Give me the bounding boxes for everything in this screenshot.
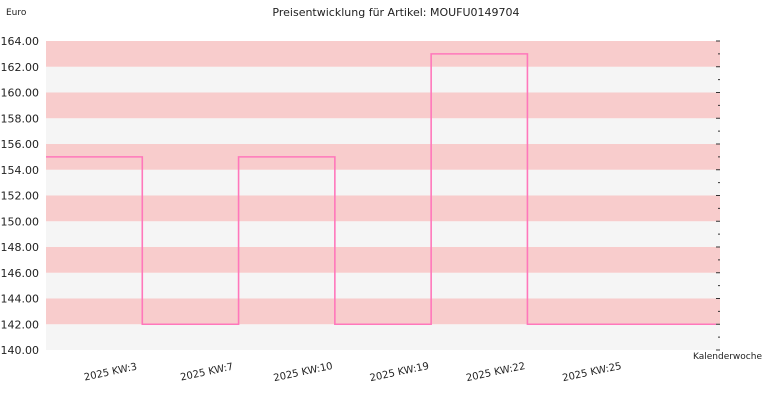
- y-tick-label: 164.00: [1, 35, 40, 48]
- grid-band: [46, 144, 720, 170]
- y-tick-label: 146.00: [1, 267, 40, 280]
- y-tick-label: 142.00: [1, 318, 40, 331]
- grid-band: [46, 169, 720, 196]
- y-tick-label: 152.00: [1, 190, 40, 203]
- grid-band: [46, 195, 720, 222]
- x-tick-label: 2025 KW:22: [465, 361, 526, 384]
- y-tick-label: 154.00: [1, 164, 40, 177]
- x-tick-label: 2025 KW:25: [561, 361, 622, 384]
- x-axis-tick-labels: 2025 KW:3 2025 KW:7 2025 KW:10 2025 KW:19 20…: [83, 361, 623, 384]
- x-tick-label: 2025 KW:3: [83, 362, 138, 384]
- series-step-line: [46, 53, 716, 326]
- x-tick-label: 2025 KW:7: [179, 362, 234, 384]
- series-layer: [46, 53, 716, 326]
- grid-band: [46, 272, 720, 299]
- y-tick-label: 156.00: [1, 138, 40, 151]
- grid-band: [46, 324, 720, 350]
- y-tick-label: 144.00: [1, 293, 40, 306]
- x-axis-title: Kalenderwoche: [693, 352, 762, 362]
- y-tick-label: 158.00: [1, 112, 40, 125]
- y-axis-title: Euro: [6, 8, 27, 18]
- y-axis-tick-labels: 140.00 142.00 144.00 146.00 148.00 150.00 152.…: [1, 35, 40, 357]
- grid-band: [46, 92, 720, 119]
- grid-band: [46, 118, 720, 144]
- y-tick-label: 148.00: [1, 241, 40, 254]
- grid-band: [46, 221, 720, 247]
- y-tick-label: 150.00: [1, 215, 40, 228]
- grid-band: [46, 41, 720, 67]
- grid-band: [46, 66, 720, 93]
- y-tick-label: 162.00: [1, 61, 40, 74]
- x-tick-label: 2025 KW:19: [369, 361, 430, 384]
- grid-band: [46, 247, 720, 273]
- x-tick-label: 2025 KW:10: [273, 361, 334, 384]
- y-axis-ticks: [716, 40, 720, 351]
- grid-band: [46, 298, 720, 325]
- chart-title: Preisentwicklung für Artikel: MOUFU01497…: [272, 6, 519, 19]
- y-tick-label: 160.00: [1, 87, 40, 100]
- background-bands: [46, 41, 720, 350]
- y-tick-label: 140.00: [1, 344, 40, 357]
